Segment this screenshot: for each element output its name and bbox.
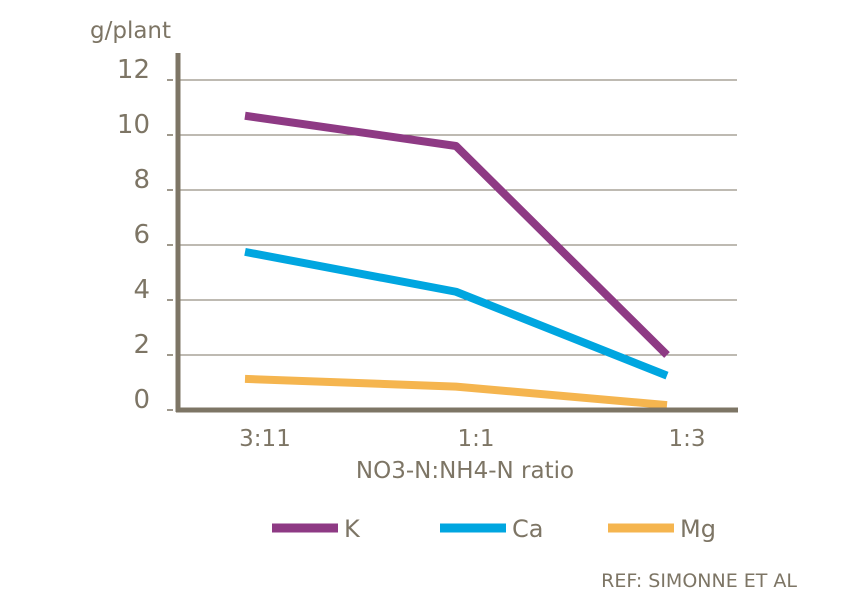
legend: K Ca Mg [272, 515, 716, 543]
gridlines [167, 79, 737, 411]
y-tick-label: 2 [133, 330, 150, 360]
x-tick-label: 1:3 [668, 426, 705, 452]
x-axis-label: NO3-N:NH4-N ratio [356, 458, 574, 484]
y-tick-labels: 0 2 4 6 8 10 12 [117, 55, 150, 415]
legend-label: Ca [512, 515, 543, 543]
series-line-mg [244, 374, 668, 410]
y-tick-label: 6 [133, 220, 150, 250]
series-line-k [244, 111, 670, 358]
series-lines [244, 111, 670, 410]
y-tick-label: 8 [133, 165, 150, 195]
y-tick-label: 0 [133, 385, 150, 415]
x-tick-labels: 3:11 1:1 1:3 [239, 426, 705, 452]
y-axis-label: g/plant [90, 18, 171, 44]
y-tick-label: 4 [133, 275, 150, 305]
y-tick-label: 12 [117, 55, 150, 85]
x-tick-label: 1:1 [457, 426, 494, 452]
y-tick-label: 10 [117, 110, 150, 140]
series-line-ca [244, 247, 669, 380]
legend-label: Mg [680, 515, 716, 543]
x-tick-label: 3:11 [239, 426, 291, 452]
reference-annotation: REF: SIMONNE ET AL [601, 570, 797, 592]
legend-label: K [344, 515, 361, 543]
